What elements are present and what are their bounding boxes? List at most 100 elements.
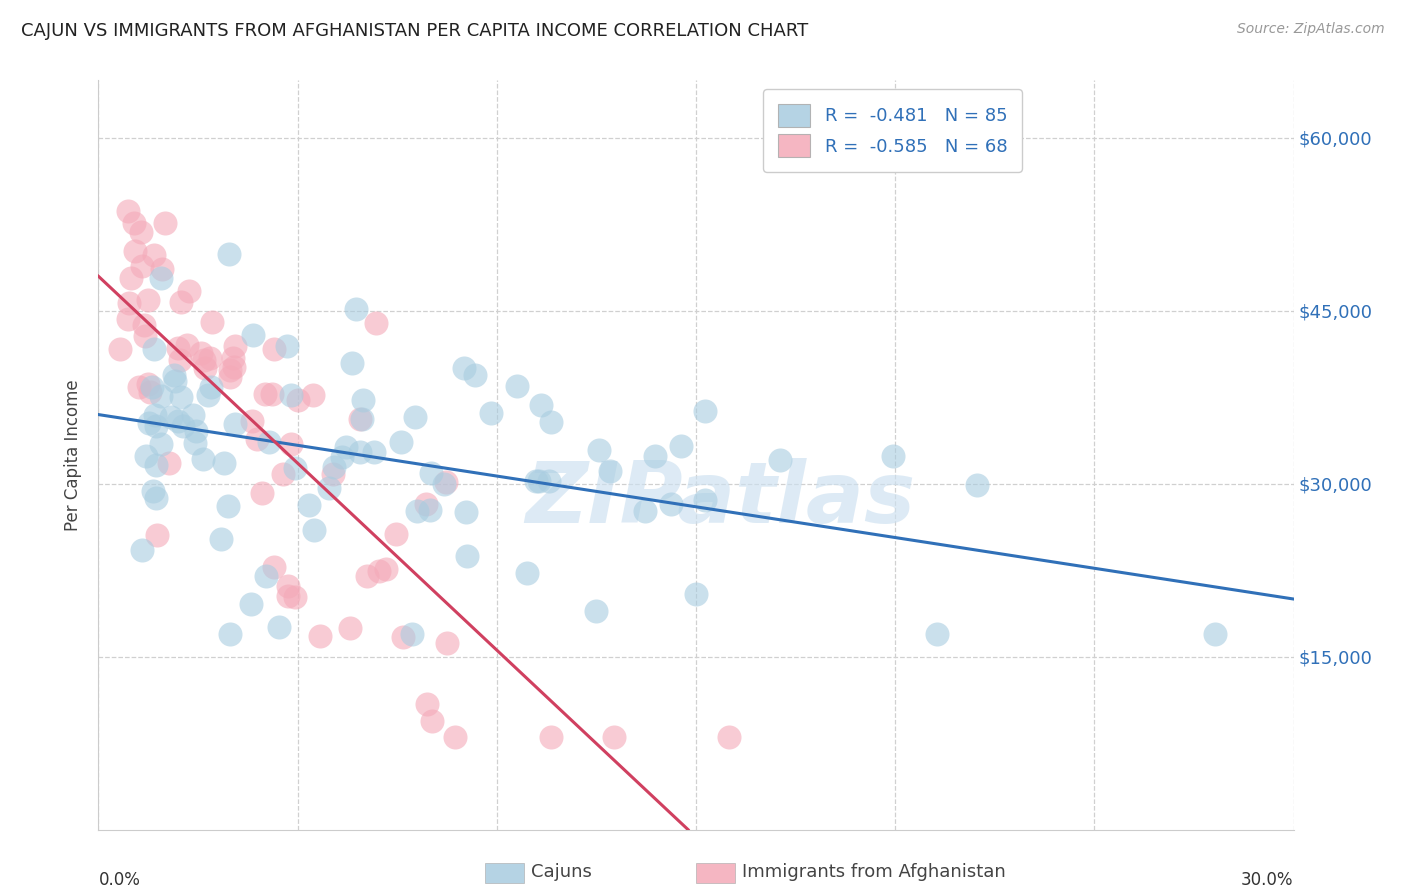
Point bbox=[419, 466, 441, 480]
Point bbox=[671, 439, 693, 453]
Point bbox=[420, 714, 443, 729]
Point bbox=[356, 569, 378, 583]
Text: ZIPatlas: ZIPatlas bbox=[524, 458, 915, 541]
Point bbox=[218, 626, 240, 640]
Point bbox=[277, 589, 299, 603]
Point bbox=[330, 450, 353, 464]
Point bbox=[143, 342, 166, 356]
Point bbox=[516, 566, 538, 581]
Point bbox=[530, 399, 553, 413]
Point bbox=[254, 386, 277, 401]
Point bbox=[131, 259, 153, 273]
Point bbox=[588, 442, 610, 457]
Point bbox=[200, 351, 222, 365]
Point bbox=[242, 328, 264, 343]
Point bbox=[184, 424, 207, 438]
Point bbox=[540, 731, 562, 745]
Point bbox=[323, 459, 346, 474]
Point bbox=[415, 496, 437, 510]
Point bbox=[108, 342, 131, 356]
Point bbox=[415, 697, 437, 711]
Point bbox=[506, 379, 529, 393]
Point bbox=[284, 591, 307, 605]
Point bbox=[197, 388, 219, 402]
Point bbox=[240, 597, 263, 611]
Point bbox=[254, 568, 277, 582]
Point bbox=[217, 499, 239, 513]
Point bbox=[433, 477, 456, 491]
Point bbox=[479, 406, 502, 420]
Point bbox=[966, 478, 988, 492]
Point bbox=[335, 440, 357, 454]
Point bbox=[145, 418, 167, 433]
Point bbox=[160, 410, 183, 425]
Point bbox=[257, 435, 280, 450]
Point bbox=[280, 437, 302, 451]
Point bbox=[276, 339, 298, 353]
Point bbox=[406, 504, 429, 518]
Text: 0.0%: 0.0% bbox=[98, 871, 141, 888]
Point bbox=[540, 415, 562, 429]
Point bbox=[246, 432, 269, 446]
Text: CAJUN VS IMMIGRANTS FROM AFGHANISTAN PER CAPITA INCOME CORRELATION CHART: CAJUN VS IMMIGRANTS FROM AFGHANISTAN PER… bbox=[21, 22, 808, 40]
Point bbox=[150, 261, 173, 276]
Point bbox=[352, 393, 374, 408]
Point bbox=[882, 450, 904, 464]
Point bbox=[344, 301, 367, 316]
Point bbox=[453, 361, 475, 376]
Point bbox=[135, 449, 157, 463]
Text: Source: ZipAtlas.com: Source: ZipAtlas.com bbox=[1237, 22, 1385, 37]
Point bbox=[145, 458, 167, 473]
Point bbox=[219, 370, 242, 384]
Point bbox=[201, 315, 224, 329]
Point bbox=[167, 414, 190, 428]
Point bbox=[134, 329, 156, 343]
Point bbox=[352, 412, 374, 426]
Point bbox=[240, 414, 263, 428]
Point bbox=[339, 621, 361, 635]
Point bbox=[464, 368, 486, 382]
Point bbox=[190, 346, 212, 360]
Point bbox=[165, 375, 187, 389]
Point bbox=[527, 474, 550, 488]
Point bbox=[153, 217, 176, 231]
Point bbox=[170, 295, 193, 310]
Point bbox=[218, 247, 240, 261]
Point bbox=[271, 467, 294, 482]
Point bbox=[263, 560, 285, 574]
Text: Cajuns: Cajuns bbox=[531, 863, 592, 881]
Point bbox=[145, 491, 167, 506]
Point bbox=[224, 338, 246, 352]
Point bbox=[138, 416, 160, 430]
Point bbox=[122, 216, 145, 230]
Point bbox=[181, 409, 204, 423]
Point bbox=[374, 562, 396, 576]
Point bbox=[124, 244, 146, 258]
Point bbox=[385, 527, 408, 541]
Point bbox=[250, 486, 273, 500]
Point bbox=[193, 353, 215, 368]
Point bbox=[146, 527, 169, 541]
Point bbox=[308, 629, 330, 643]
Point bbox=[128, 380, 150, 394]
Point bbox=[169, 391, 191, 405]
Point bbox=[456, 549, 478, 563]
Point bbox=[129, 225, 152, 239]
Point bbox=[318, 481, 340, 495]
Point bbox=[693, 492, 716, 507]
Point bbox=[538, 474, 561, 488]
Point bbox=[363, 444, 385, 458]
Point bbox=[302, 388, 325, 402]
Point bbox=[149, 389, 172, 403]
Point bbox=[209, 532, 232, 546]
Point bbox=[718, 731, 741, 745]
Point bbox=[141, 380, 163, 394]
Point bbox=[769, 453, 792, 467]
Point bbox=[685, 587, 707, 601]
Point bbox=[172, 418, 194, 433]
Point bbox=[163, 368, 186, 382]
Point bbox=[340, 356, 363, 370]
Point bbox=[149, 437, 172, 451]
Point bbox=[120, 271, 142, 285]
Point bbox=[142, 484, 165, 499]
